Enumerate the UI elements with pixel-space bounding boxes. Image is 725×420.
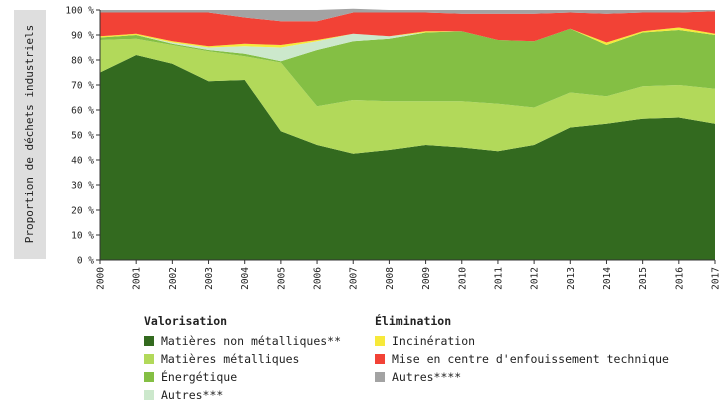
x-tick-label: 2009 [421,267,432,290]
x-tick-label: 2006 [313,267,324,290]
area-matieres-metalliques [100,38,715,154]
x-tick-label: 2002 [168,267,179,290]
x-tick-label: 2004 [240,267,251,290]
y-tick-label: 20 % [71,206,94,217]
legend-group-title: Élimination [375,314,452,328]
y-tick-label: 0 % [77,256,94,267]
legend-swatch [144,354,154,364]
x-tick-label: 2005 [276,267,287,290]
x-tick-label: 2012 [530,267,541,290]
y-tick-label: 60 % [71,106,94,117]
x-tick-label: 2010 [457,267,468,290]
legend-label: Matières non métalliques** [161,334,342,348]
y-tick-label: 70 % [71,81,94,92]
legend-label: Autres**** [392,370,462,384]
legend-label: Autres*** [161,388,224,402]
area-autres [100,8,715,22]
y-tick-label: 90 % [71,31,94,42]
x-tick-label: 2013 [566,267,577,290]
x-tick-label: 2016 [674,267,685,290]
legend-label: Matières métalliques [161,352,300,366]
legend-label: Incinération [392,334,476,348]
y-tick-label: 50 % [71,131,94,142]
legend-swatch [375,354,385,364]
legend-group-title: Valorisation [144,314,228,328]
x-tick-label: 2003 [204,267,215,290]
axes: 0 % 10 % 20 % 30 % 40 % 50 % 60 % 70 % 80 % 90 % 1… [65,6,721,290]
legend-label: Énergétique [161,370,238,384]
legend-item-matieres-non-metalliques: Matières non métalliques** [144,332,341,350]
y-tick-label: 10 % [71,231,94,242]
y-tick-label: 100 % [65,6,94,17]
legend-group-valorisation: Valorisation Matières non métalliques** M… [144,314,341,404]
legend-item-mise-en-centre-d-enfouissement-technique: Mise en centre d'enfouissement technique [375,350,669,368]
area-energetique [100,28,715,108]
area-mise-en-centre-d-enfouissement-technique [100,11,715,47]
legend-swatch [144,390,154,400]
y-axis-label-box [14,10,46,259]
y-tick-label: 30 % [71,181,94,192]
y-tick-label: 40 % [71,156,94,167]
legend-swatch [375,336,385,346]
x-tick-label: 2015 [638,267,649,290]
y-tick-label: 80 % [71,56,94,67]
area-autres [100,28,715,62]
legend-item-matieres-metalliques: Matières métalliques [144,350,341,368]
area-incineration [100,27,715,48]
legend-label: Mise en centre d'enfouissement technique [392,352,669,366]
stacked-area-chart: 0 % 10 % 20 % 30 % 40 % 50 % 60 % 70 % 80 % 90 % 1… [65,6,721,290]
legend-group-elimination: Élimination Incinération Mise en centre d… [375,314,669,386]
x-tick-label: 2008 [385,267,396,290]
legend-swatch [144,336,154,346]
area-matieres-non-metalliques [100,55,715,260]
legend-swatch [144,372,154,382]
legend-item-incineration: Incinération [375,332,669,350]
x-tick-label: 2000 [96,267,107,290]
x-tick-label: 2011 [493,267,504,290]
area-layers [100,8,715,260]
legend-item-autres: Autres*** [144,386,341,404]
legend-item-autres: Autres**** [375,368,669,386]
legend-swatch [375,372,385,382]
x-tick-label: 2014 [602,267,613,290]
x-tick-label: 2001 [132,267,143,290]
legend-item-energetique: Énergétique [144,368,341,386]
x-tick-label: 2017 [711,267,722,290]
x-tick-label: 2007 [349,267,360,290]
